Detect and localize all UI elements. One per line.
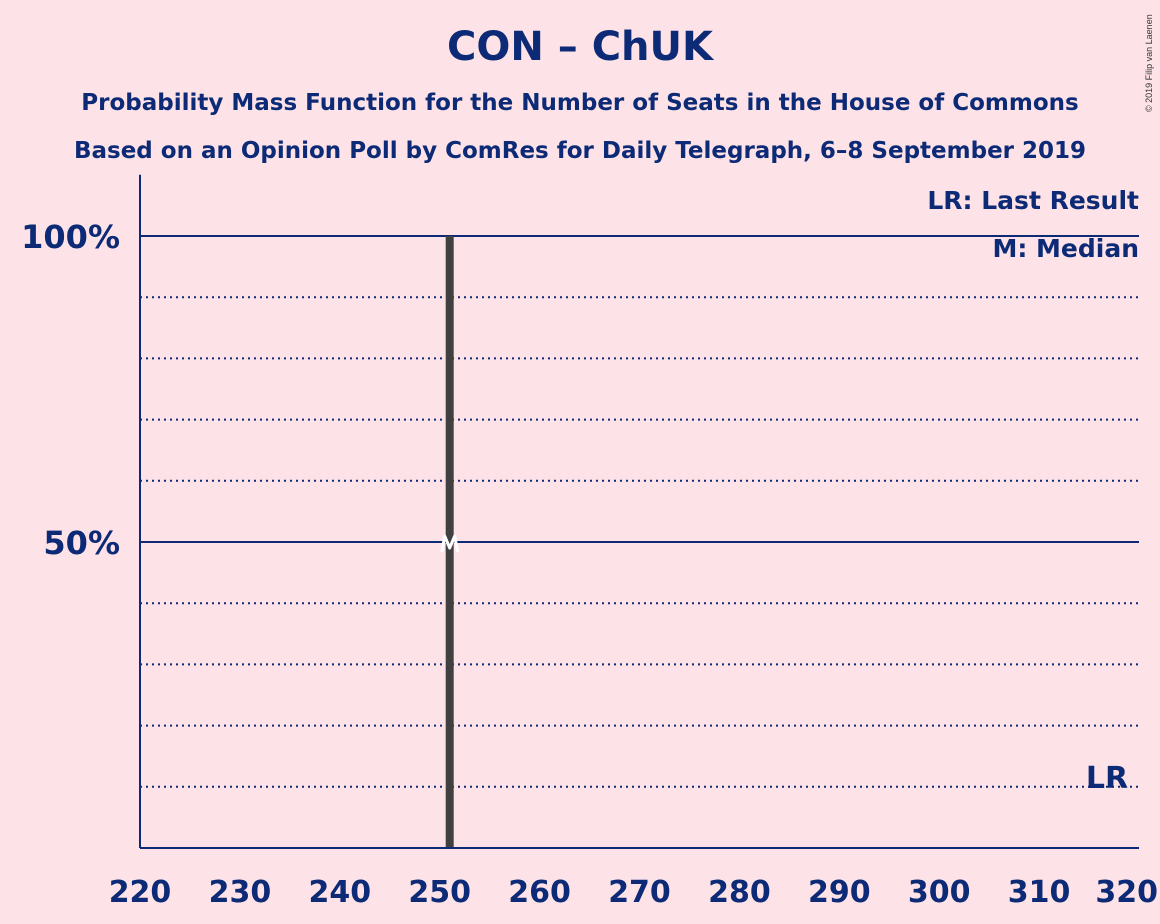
gridlines (140, 235, 1139, 788)
y-tick-label-100: 100% (21, 218, 120, 256)
x-tick-label-280: 280 (708, 875, 771, 910)
legend-last-result: LR: Last Result (927, 186, 1139, 215)
median-marker (440, 534, 460, 553)
x-tick-label-300: 300 (908, 875, 971, 910)
bar-251 (445, 236, 454, 848)
axes (139, 174, 1139, 849)
chart-title: CON – ChUK (447, 24, 713, 70)
x-tick-label-220: 220 (109, 875, 172, 910)
y-tick-label-50: 50% (43, 524, 120, 562)
legend: LR: Last Result M: Median (927, 186, 1139, 263)
x-tick-label-250: 250 (408, 875, 471, 910)
x-tick-labels: 220 230 240 250 260 270 280 290 300 310 320 (109, 875, 1158, 910)
x-tick-label-260: 260 (508, 875, 571, 910)
x-tick-label-230: 230 (209, 875, 272, 910)
markers: LR (440, 534, 1128, 796)
bars (445, 236, 454, 848)
x-tick-label-290: 290 (808, 875, 871, 910)
x-tick-label-320: 320 (1095, 875, 1158, 910)
x-tick-label-310: 310 (1008, 875, 1071, 910)
legend-median: M: Median (992, 234, 1139, 263)
chart-subtitle-1: Probability Mass Function for the Number… (81, 90, 1079, 116)
y-tick-labels: 50% 100% (21, 218, 120, 562)
x-tick-label-240: 240 (308, 875, 371, 910)
last-result-marker: LR (1086, 761, 1128, 796)
chart-subtitle-2: Based on an Opinion Poll by ComRes for D… (73, 138, 1087, 164)
x-tick-label-270: 270 (608, 875, 671, 910)
